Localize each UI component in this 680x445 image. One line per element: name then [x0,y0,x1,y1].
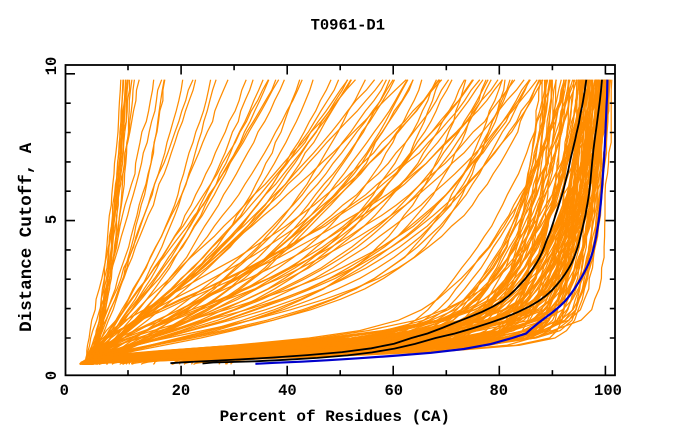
svg-text:100: 100 [594,382,622,400]
svg-text:40: 40 [278,382,297,400]
svg-text:Distance Cutoff, A: Distance Cutoff, A [17,142,37,332]
svg-text:0: 0 [43,371,61,380]
svg-text:80: 80 [489,382,508,400]
svg-text:5: 5 [43,215,61,224]
svg-text:0: 0 [60,382,69,400]
svg-text:10: 10 [43,57,61,76]
svg-text:60: 60 [384,382,403,400]
svg-text:T0961-D1: T0961-D1 [311,17,385,35]
svg-text:20: 20 [172,382,191,400]
svg-text:Percent of Residues (CA): Percent of Residues (CA) [220,408,450,426]
